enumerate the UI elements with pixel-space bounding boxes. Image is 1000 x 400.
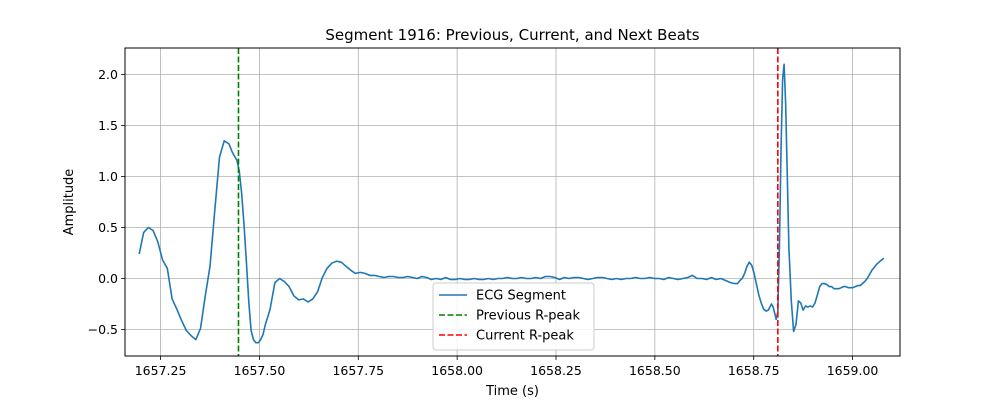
legend-label: Previous R-peak xyxy=(476,309,580,324)
x-tick-label: 1658.25 xyxy=(530,363,582,378)
legend-label: ECG Segment xyxy=(476,289,566,304)
chart-title: Segment 1916: Previous, Current, and Nex… xyxy=(325,26,699,44)
x-tick-label: 1657.25 xyxy=(135,363,187,378)
y-tick-label: 0.0 xyxy=(98,271,118,286)
y-axis-label: Amplitude xyxy=(62,169,77,236)
x-tick-label: 1659.00 xyxy=(827,363,879,378)
y-tick-label: 0.5 xyxy=(98,220,118,235)
x-tick-label: 1658.00 xyxy=(431,363,483,378)
x-tick-label: 1657.75 xyxy=(332,363,384,378)
legend-label: Current R-peak xyxy=(476,329,574,344)
plot-area xyxy=(138,48,885,356)
x-tick-label: 1658.50 xyxy=(629,363,681,378)
axes-frame xyxy=(124,47,901,357)
x-axis-label: Time (s) xyxy=(485,384,539,399)
x-tick-label: 1657.50 xyxy=(234,363,286,378)
y-tick-label: −0.5 xyxy=(88,322,118,337)
y-tick-label: 2.0 xyxy=(98,67,118,82)
legend-box xyxy=(432,282,595,351)
y-axis-ticks: −0.5 0.0 0.5 1.0 1.5 2.0 xyxy=(88,67,125,337)
x-axis-ticks: 1657.25 1657.50 1657.75 1658.00 1658.25 1658.… xyxy=(135,356,879,378)
y-tick-label: 1.0 xyxy=(98,169,118,184)
legend: ECG Segment Previous R-peak Current R-peak xyxy=(432,282,595,351)
ecg-segment-line xyxy=(138,63,885,344)
y-tick-label: 1.5 xyxy=(98,118,118,133)
x-tick-label: 1658.75 xyxy=(728,363,780,378)
